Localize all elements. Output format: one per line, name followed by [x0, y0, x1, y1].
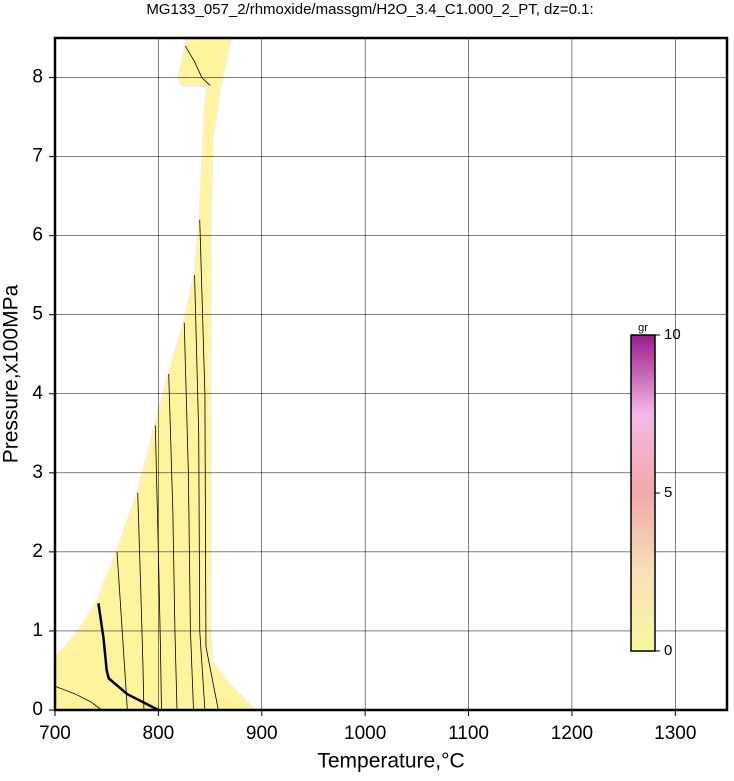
x-tick-label: 1300: [654, 723, 696, 744]
colorbar-tick-label: 10: [664, 326, 681, 343]
x-tick-label: 900: [246, 723, 278, 744]
y-tick-label: 4: [32, 383, 43, 404]
contour-line: [137, 492, 145, 711]
contour-line: [54, 685, 102, 711]
y-tick-label: 2: [32, 541, 43, 562]
contour-line: [116, 551, 128, 711]
chart-title: MG133_057_2/rhmoxide/massgm/H2O_3.4_C1.0…: [146, 1, 593, 18]
contour-line: [154, 425, 162, 711]
plot-area: 700 800 900 1000 1100 1200 1300 0 1 2 3 4 5 6 7 8: [32, 36, 727, 744]
y-tick-label: 8: [32, 67, 43, 88]
contour-line: [194, 275, 206, 711]
x-tick-label: 700: [39, 723, 71, 744]
colorbar: [630, 334, 656, 652]
y-axis-label: Pressure,x100MPa: [0, 284, 23, 463]
y-tick-label: 1: [32, 620, 43, 641]
colorbar-label: gr: [638, 322, 648, 334]
y-tick-label: 5: [32, 304, 43, 325]
contour-line: [97, 603, 159, 712]
x-tick-label: 1000: [344, 723, 386, 744]
y-tick-label: 3: [32, 462, 43, 483]
contour-line: [168, 373, 178, 711]
y-tick-label: 7: [32, 146, 43, 167]
y-tick-label: 0: [32, 699, 43, 720]
region: [53, 36, 259, 712]
frame: [53, 36, 729, 712]
x-tick-label: 1200: [551, 723, 593, 744]
x-tick-label: 800: [143, 723, 175, 744]
y-tick-label: 6: [32, 225, 43, 246]
x-axis-label: Temperature,°C: [317, 750, 464, 773]
x-tick-label: 1100: [448, 723, 489, 744]
colorbar-tick-label: 5: [664, 484, 672, 501]
contour-line: [199, 219, 219, 711]
colorbar-tick-label: 0: [664, 642, 672, 659]
contour-line: [184, 45, 211, 86]
